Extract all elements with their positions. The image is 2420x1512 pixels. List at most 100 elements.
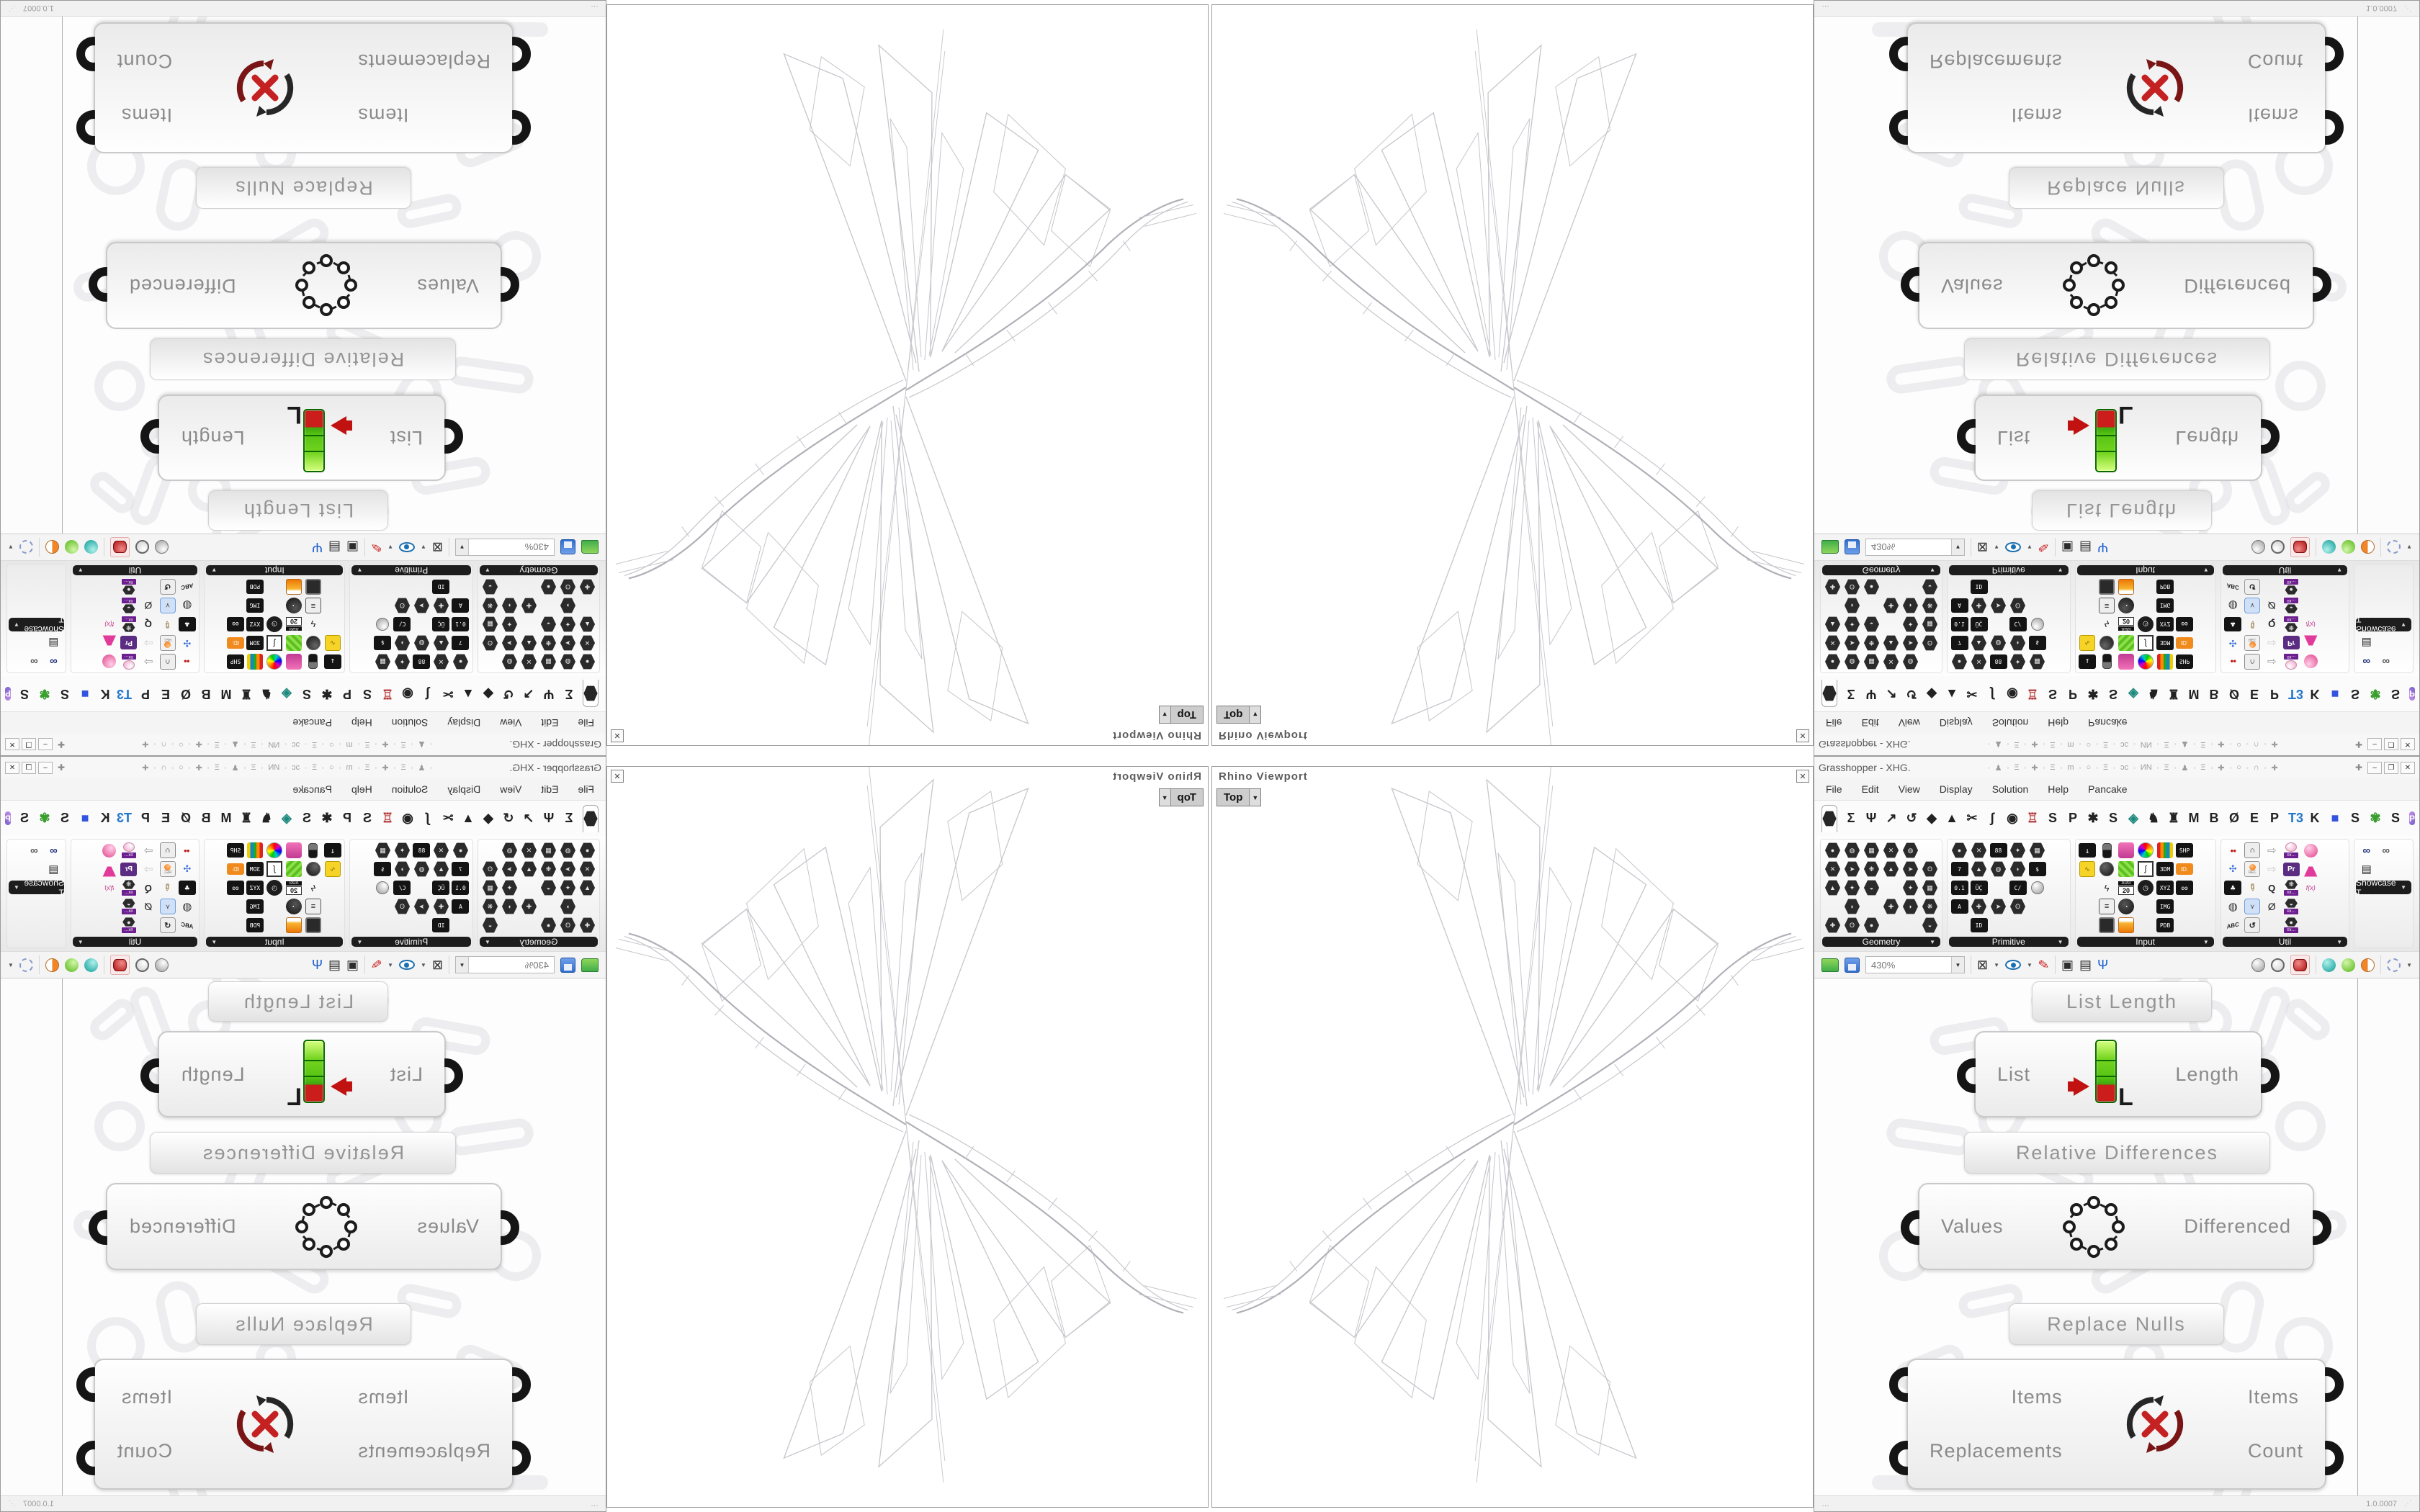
palette-icon-rb[interactable] — [2157, 654, 2174, 670]
tab-category-13[interactable]: ✱ — [2087, 811, 2099, 825]
palette-icon-id[interactable]: ID. — [226, 863, 244, 875]
camera-icon[interactable]: ▣ — [346, 540, 359, 555]
chevron-down-icon[interactable]: ▼ — [2406, 544, 2412, 551]
palette-group-label[interactable]: Showcase T… ▼ — [9, 878, 64, 898]
palette-icon-h[interactable]: ✕ — [434, 654, 449, 670]
preview-eye-icon[interactable] — [2005, 960, 2022, 970]
palette-icon-chip[interactable]: ÜÇ — [1970, 617, 1988, 631]
tab-plugin[interactable]: P — [2409, 811, 2416, 825]
menu-item-view[interactable]: View — [500, 783, 522, 795]
palette-icon-h[interactable]: ● — [453, 654, 469, 670]
minimize-button[interactable]: – — [38, 738, 53, 751]
palette-icon-h[interactable]: ◗ — [1845, 598, 1860, 613]
palette-icon-h[interactable]: ʘ — [560, 917, 576, 933]
palette-icon-h[interactable]: ◍ — [414, 861, 430, 877]
palette-group-label[interactable]: Geometry ▼ — [480, 565, 598, 575]
zoom-value[interactable]: 430% — [1871, 959, 1896, 971]
palette-icon-h[interactable]: ▲ — [434, 861, 449, 877]
zoom-combo[interactable]: 430% ▼ — [1865, 956, 1965, 973]
palette-icon-h[interactable]: ▦ — [1922, 616, 1938, 632]
palette-icon-gl[interactable]: ∞ — [2362, 655, 2371, 668]
palette-icon-h[interactable]: ✦ — [395, 654, 411, 670]
palette-icon-chip[interactable]: PDB — [246, 918, 264, 932]
palette-icon-fl[interactable] — [2304, 861, 2318, 877]
palette-icon-dl[interactable]: ↓ — [2079, 843, 2097, 858]
tab-category-20[interactable]: Ø — [2228, 811, 2239, 825]
palette-icon-ar2[interactable]: ⇨ — [143, 636, 153, 649]
preview-shaded-selected[interactable] — [109, 955, 130, 975]
palette-icon-chip[interactable]: PDB — [246, 580, 264, 594]
tab-category-7[interactable]: ✂ — [1966, 811, 1978, 825]
palette-icon-bd[interactable]: ▤ — [48, 863, 59, 876]
palette-icon-h[interactable]: ✚ — [434, 899, 449, 914]
palette-icon-chip[interactable]: 88 — [1989, 843, 2007, 858]
palette-group-label[interactable]: Input ▼ — [2076, 937, 2214, 947]
palette-icon-h[interactable]: ▲ — [1971, 861, 1987, 877]
chevron-down-icon[interactable]: ▼ — [8, 961, 14, 968]
palette-icon-h[interactable]: ◗ — [560, 899, 576, 914]
palette-icon-h[interactable]: ● — [1824, 842, 1841, 858]
palette-icon-h[interactable]: ➤ — [502, 635, 518, 651]
tab-category-19[interactable]: B — [201, 687, 211, 701]
palette-icon-gl2[interactable]: ∞ — [30, 844, 38, 857]
palette-icon-h[interactable]: ▦ — [483, 616, 498, 632]
component-replace-nulls[interactable]: Items Replacements Items Count — [1889, 1359, 2344, 1490]
palette-icon-h[interactable]: ◒ — [541, 616, 557, 632]
palette-group-label[interactable]: Input ▼ — [206, 565, 344, 575]
palette-icon-h[interactable]: ✚ — [521, 899, 537, 914]
palette-icon-h[interactable]: ◒ — [483, 579, 498, 595]
palette-icon-h[interactable]: ◍ — [1845, 654, 1860, 670]
selection-region-icon[interactable] — [2387, 540, 2401, 554]
palette-icon-h[interactable]: ʘ — [1844, 917, 1860, 933]
save-file-button[interactable] — [1845, 539, 1860, 555]
palette-icon-chip[interactable]: $ — [2028, 862, 2046, 876]
palette-icon-h[interactable]: ✦ — [1845, 616, 1860, 632]
palette-icon-listv[interactable]: ≡ — [305, 598, 321, 613]
tab-category-5[interactable]: ◆ — [483, 811, 493, 825]
palette-icon-gl2[interactable]: ∞ — [2382, 844, 2390, 857]
palette-icon-h[interactable]: ● — [541, 917, 557, 933]
palette-icon-h[interactable]: ▦ — [1863, 842, 1880, 858]
palette-icon-chip[interactable]: ID — [432, 580, 450, 594]
tab-category-17[interactable]: ♜ — [2167, 811, 2180, 825]
gumball-axis-icon[interactable]: Ψ — [311, 540, 323, 555]
palette-icon-ball[interactable] — [2303, 654, 2318, 669]
tab-category-8[interactable]: ʃ — [1990, 687, 1994, 701]
menu-item-help[interactable]: Help — [351, 717, 372, 729]
tab-params-selected[interactable] — [583, 804, 599, 832]
palette-icon-h[interactable]: ✕ — [580, 861, 596, 877]
preview-wire-icon[interactable] — [135, 540, 149, 554]
palette-icon-pencil[interactable]: ✎ — [2246, 618, 2259, 631]
tab-category-28[interactable]: S — [20, 811, 30, 825]
palette-icon-hexpurple[interactable]: ◒ ≡x… — [121, 899, 137, 914]
tab-category-6[interactable]: ▲ — [1945, 811, 1958, 825]
save-file-button[interactable] — [560, 957, 575, 973]
palette-icon-chip[interactable]: SHP — [226, 843, 244, 858]
palette-icon-gn[interactable] — [2118, 861, 2135, 877]
palette-icon-gr[interactable]: ∫ — [2138, 635, 2154, 651]
palette-icon-h[interactable]: ● — [580, 842, 596, 858]
palette-icon-h[interactable]: ✕ — [521, 654, 537, 670]
preview-shaded-selected[interactable] — [2290, 955, 2311, 975]
palette-icon-panel[interactable] — [305, 579, 321, 595]
palette-icon-ball[interactable] — [102, 654, 117, 669]
palette-icon-run[interactable]: ϟ — [2104, 882, 2110, 894]
palette-icon-h[interactable]: ◒ — [541, 880, 557, 896]
palette-icon-hexpurple[interactable]: ● ≡x… — [121, 579, 137, 595]
quality-high-icon[interactable] — [45, 958, 59, 972]
preview-off-icon[interactable] — [154, 540, 169, 554]
preview-shaded-selected[interactable] — [109, 537, 130, 557]
tab-category-14[interactable]: S — [2108, 687, 2118, 701]
component-relative-differences[interactable]: Values Differenced — [106, 1183, 502, 1270]
palette-icon-mag[interactable]: ∩ — [2244, 654, 2261, 670]
tab-category-8[interactable]: ʃ — [426, 811, 430, 825]
palette-icon-abc[interactable]: ABC — [180, 582, 194, 592]
group-label-replace-nulls[interactable]: Replace Nulls — [196, 167, 411, 209]
palette-icon-pencil[interactable]: ✎ — [161, 881, 174, 894]
palette-icon-oa[interactable]: Ø — [144, 600, 153, 611]
palette-icon-hexpurple[interactable]: ● ≡x… — [2283, 579, 2299, 595]
palette-icon-sw[interactable] — [308, 654, 318, 670]
palette-icon-chip[interactable]: 3DM — [2156, 636, 2174, 650]
palette-icon-fx[interactable]: f(x) — [104, 884, 115, 891]
tab-category-26[interactable]: S — [2350, 687, 2360, 701]
